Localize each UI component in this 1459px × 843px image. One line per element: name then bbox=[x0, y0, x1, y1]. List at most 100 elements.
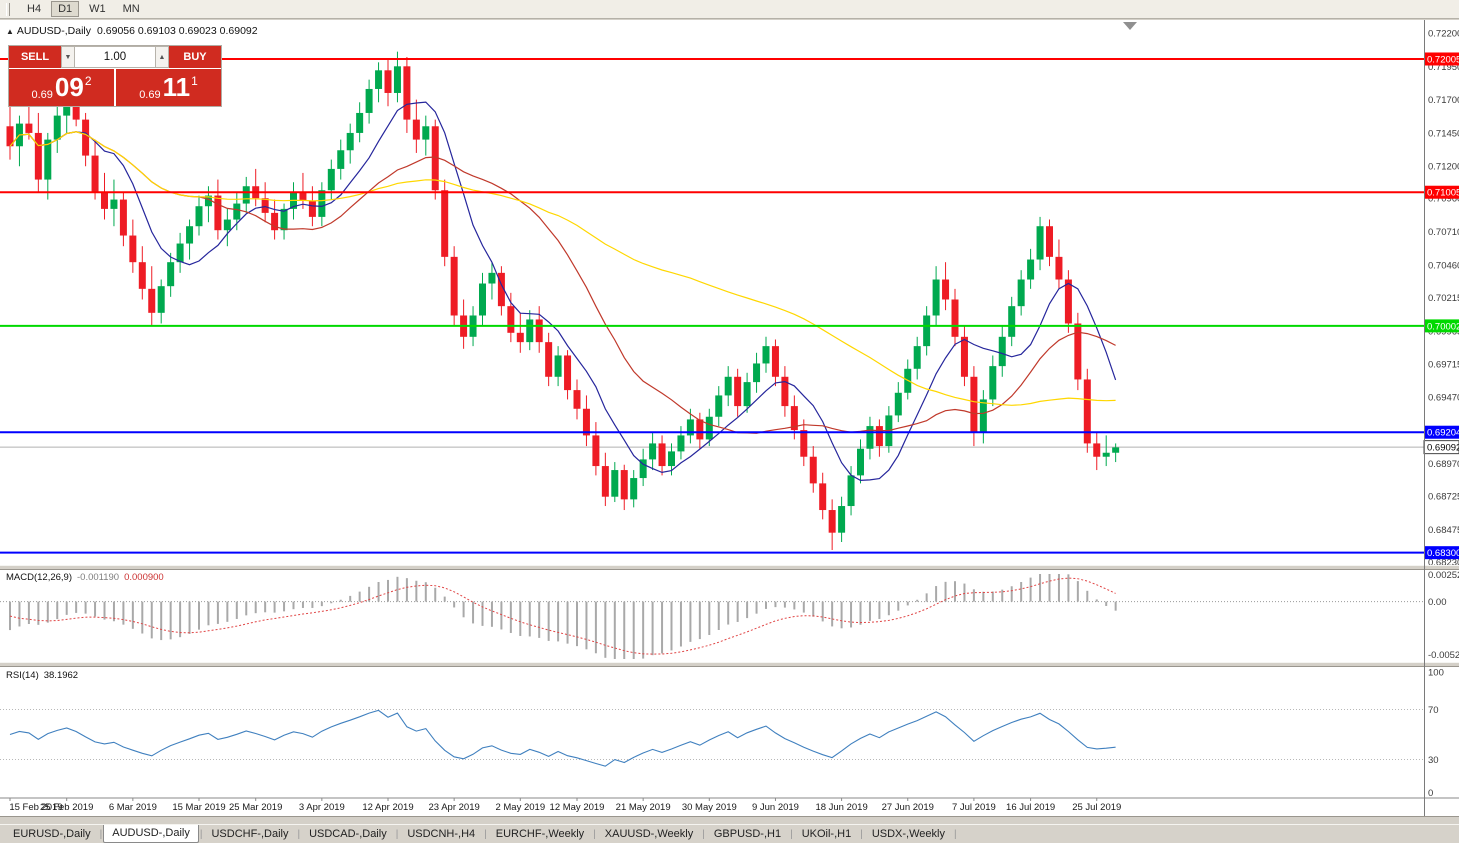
candle-body bbox=[753, 363, 761, 383]
candle-body bbox=[110, 199, 118, 209]
bid-price-big: 09 bbox=[54, 72, 84, 102]
svg-text:0.69715: 0.69715 bbox=[1428, 360, 1459, 371]
buy-button[interactable]: BUY bbox=[169, 46, 221, 68]
candle-body bbox=[866, 426, 874, 449]
candle-body bbox=[6, 126, 14, 147]
svg-text:0.00: 0.00 bbox=[1428, 597, 1447, 608]
candle-body bbox=[214, 195, 222, 231]
rsi-scale[interactable]: 100 70 30 0 bbox=[1428, 668, 1444, 800]
chart-tab-usdx[interactable]: USDX-,Weekly bbox=[871, 827, 945, 840]
candle-body bbox=[724, 376, 732, 396]
candle-body bbox=[819, 483, 827, 511]
time-label: 16 Jul 2019 bbox=[1006, 802, 1055, 813]
hline-price-tag bbox=[1424, 546, 1459, 560]
time-label: 25 Mar 2019 bbox=[229, 802, 282, 813]
timeframe-toolbar: H4 D1 W1 MN bbox=[0, 0, 1459, 19]
rsi-indicator-label: RSI(14) 38.1962 bbox=[6, 670, 78, 681]
chart-tab-eurchf[interactable]: EURCHF-,Weekly bbox=[495, 827, 585, 840]
time-label: 15 Feb 2019 bbox=[9, 802, 62, 813]
candle-body bbox=[838, 506, 846, 533]
time-label: 7 Jul 2019 bbox=[952, 802, 996, 813]
panel-divider[interactable] bbox=[0, 662, 1459, 667]
tab-separator: | bbox=[953, 828, 957, 840]
chart-tab-ukoil[interactable]: UKOil-,H1 bbox=[801, 827, 852, 840]
candle-body bbox=[857, 448, 864, 476]
candle-body bbox=[138, 262, 146, 289]
candle-body bbox=[271, 212, 279, 231]
candle-body bbox=[422, 126, 430, 140]
candle-body bbox=[34, 132, 42, 180]
candle-body bbox=[1074, 323, 1082, 380]
svg-text:0.70215: 0.70215 bbox=[1428, 293, 1459, 304]
sell-button[interactable]: SELL bbox=[9, 46, 61, 68]
panel-divider[interactable] bbox=[0, 565, 1459, 570]
candle-body bbox=[913, 346, 921, 369]
candle-body bbox=[1027, 259, 1035, 280]
svg-text:0.69470: 0.69470 bbox=[1428, 392, 1459, 403]
svg-text:0: 0 bbox=[1428, 788, 1433, 799]
volume-increase-button[interactable]: ▲ bbox=[155, 46, 169, 68]
svg-text:0.00252: 0.00252 bbox=[1428, 570, 1459, 581]
period-button-w1[interactable]: W1 bbox=[89, 3, 106, 15]
svg-text:0.71700: 0.71700 bbox=[1428, 95, 1459, 106]
candle-body bbox=[979, 399, 987, 433]
tab-separator: | bbox=[484, 828, 487, 840]
chart-shift-marker[interactable] bbox=[1123, 22, 1137, 30]
hline-price-tag-text: 0.71005 bbox=[1427, 188, 1459, 199]
macd-scale[interactable]: 0.00252 0.00 -0.00523 bbox=[1428, 570, 1459, 661]
tab-separator: | bbox=[593, 828, 596, 840]
svg-text:0.70460: 0.70460 bbox=[1428, 260, 1459, 271]
chart-tab-audusd[interactable]: AUDUSD-,Daily bbox=[103, 825, 199, 843]
svg-text:30: 30 bbox=[1428, 755, 1439, 766]
period-button-mn[interactable]: MN bbox=[122, 3, 140, 15]
period-button-d1[interactable]: D1 bbox=[51, 1, 80, 17]
volume-decrease-button[interactable]: ▼ bbox=[61, 46, 75, 68]
period-button-h4[interactable]: H4 bbox=[27, 3, 42, 15]
buy-price-tile[interactable]: 0.69 11 1 bbox=[116, 69, 221, 106]
time-label: 15 Mar 2019 bbox=[172, 802, 225, 813]
bottom-strip bbox=[0, 816, 1459, 824]
chart-symbol-icon: ▲ bbox=[6, 27, 14, 36]
chart-tab-gbpusd[interactable]: GBPUSD-,H1 bbox=[713, 827, 782, 840]
hline-price-tag bbox=[1424, 319, 1459, 333]
toolbar-grip[interactable] bbox=[6, 2, 10, 16]
chart-tab-eurusd[interactable]: EURUSD-,Daily bbox=[13, 827, 91, 840]
svg-text:100: 100 bbox=[1428, 668, 1444, 679]
candle-body bbox=[497, 272, 505, 307]
candle-body bbox=[25, 123, 33, 133]
chart-background bbox=[0, 20, 1459, 816]
chart-tab-usdcad[interactable]: USDCAD-,Daily bbox=[309, 827, 387, 840]
candle-body bbox=[195, 206, 203, 227]
chart-ohlc-values: 0.69056 0.69103 0.69023 0.69092 bbox=[97, 25, 258, 37]
candle-body bbox=[1093, 443, 1101, 457]
candle-body bbox=[393, 66, 401, 93]
chart-tab-usdchf[interactable]: USDCHF-,Daily bbox=[211, 827, 289, 840]
candle-body bbox=[526, 319, 534, 343]
volume-input[interactable]: 1.00 bbox=[75, 46, 155, 68]
candle-body bbox=[649, 443, 657, 460]
ask-price-prefix: 0.69 bbox=[139, 89, 161, 101]
candle-body bbox=[337, 150, 345, 169]
hline-price-tag bbox=[1424, 185, 1459, 199]
triangle-down-icon: ▼ bbox=[64, 53, 72, 61]
candle-body bbox=[119, 199, 127, 236]
candle-body bbox=[573, 390, 581, 409]
candle-body bbox=[705, 416, 713, 440]
macd-name: MACD(12,26,9) bbox=[6, 572, 72, 583]
time-label: 23 Apr 2019 bbox=[429, 802, 480, 813]
chart-tab-usdcnh[interactable]: USDCNH-,H4 bbox=[407, 827, 476, 840]
svg-text:70: 70 bbox=[1428, 705, 1439, 716]
candle-body bbox=[1083, 379, 1091, 444]
chart-tab-xauusd[interactable]: XAUUSD-,Weekly bbox=[604, 827, 694, 840]
candle-body bbox=[101, 192, 108, 209]
ma-line-8 bbox=[9, 101, 1117, 482]
candle-body bbox=[1036, 226, 1044, 260]
sell-price-tile[interactable]: 0.69 09 2 bbox=[9, 69, 114, 106]
candle-body bbox=[1064, 279, 1072, 324]
bid-price-pip: 2 bbox=[84, 74, 92, 88]
candle-body bbox=[696, 419, 704, 440]
candle-body bbox=[592, 435, 600, 467]
